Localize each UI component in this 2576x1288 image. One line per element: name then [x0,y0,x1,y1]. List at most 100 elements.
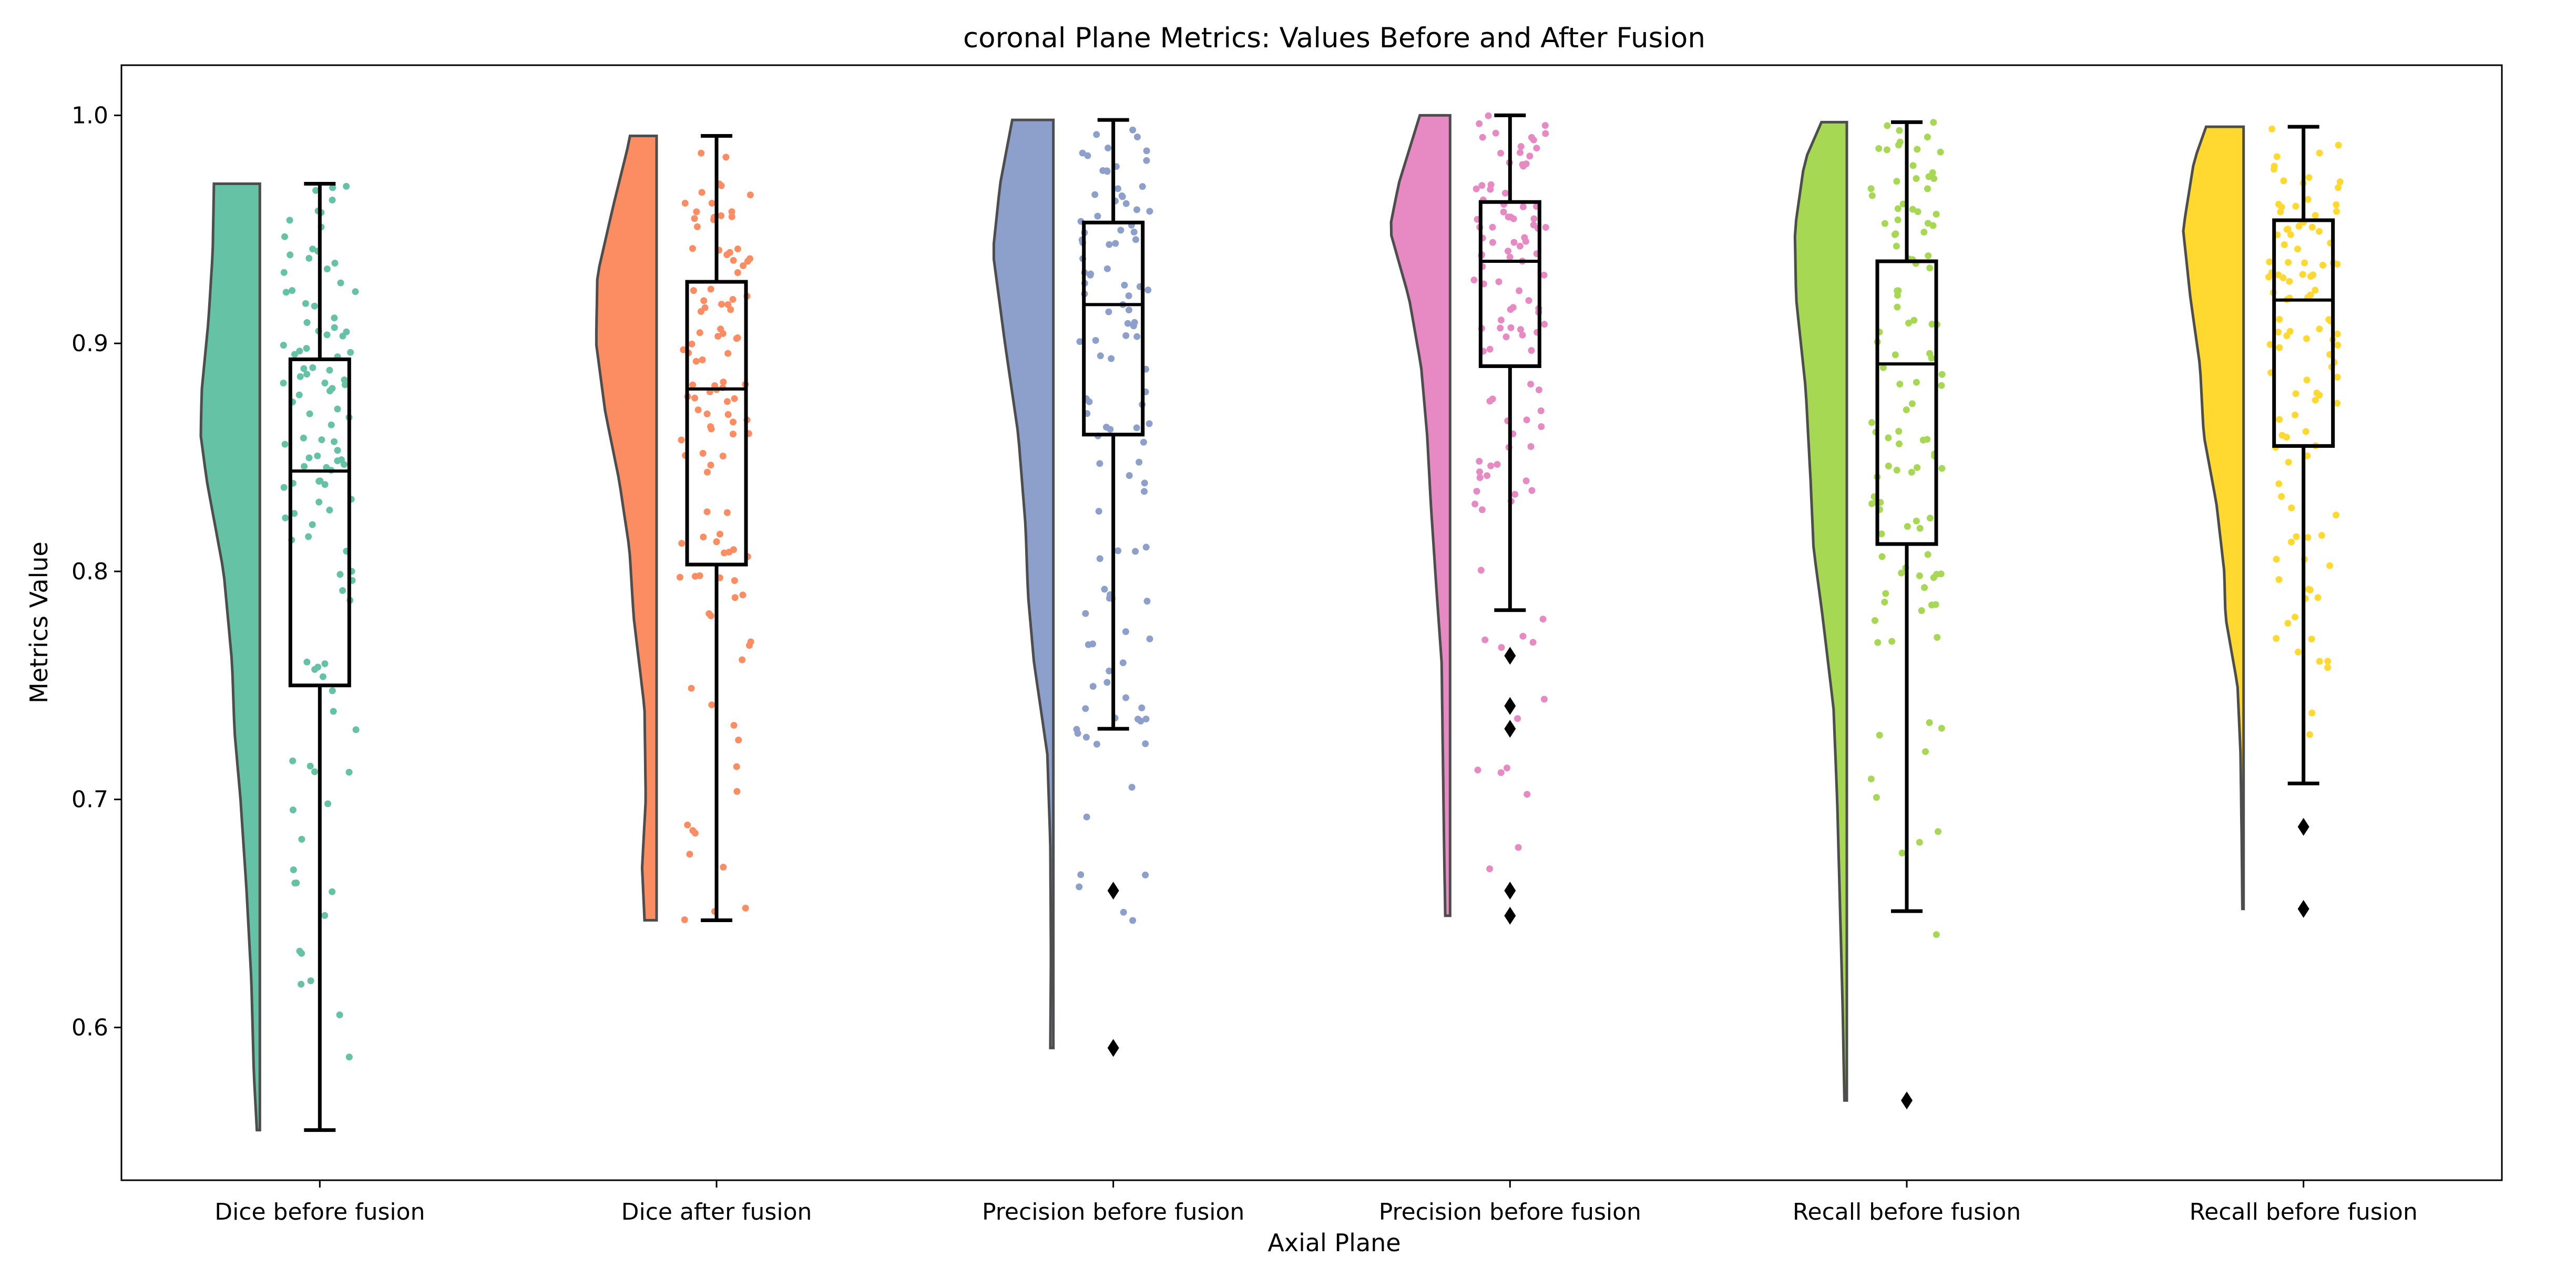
data-point [1527,443,1535,450]
y-tick-label: 0.7 [71,786,108,813]
data-point [1894,303,1901,311]
data-point [1126,472,1133,479]
data-point [2292,202,2299,210]
data-point [693,208,700,216]
data-point [691,573,699,580]
outlier-marker [1504,906,1516,925]
data-point [1896,381,1904,388]
data-point [707,462,714,469]
data-point [2305,174,2313,181]
data-point [289,757,297,764]
data-point [730,722,738,729]
data-point [1497,316,1505,324]
data-point [739,656,746,663]
data-point [331,314,338,322]
data-point [724,411,732,418]
data-point [2293,533,2300,540]
data-point [1515,844,1522,851]
data-point [1118,192,1126,199]
data-point [2302,428,2309,435]
data-point [1542,130,1549,137]
data-point [1507,306,1514,313]
data-point [722,154,730,161]
data-point [2288,504,2295,512]
data-point [707,285,714,293]
data-point [1476,457,1483,465]
data-point [1916,572,1923,579]
data-point [728,208,735,216]
data-point [334,447,341,454]
data-point [2275,576,2283,583]
data-point [703,410,711,417]
data-point [315,498,323,506]
data-point [678,436,685,444]
data-point [1501,189,1509,197]
data-point [1928,321,1936,328]
data-point [693,223,701,230]
data-point [1097,352,1104,360]
points-3 [1470,112,1549,873]
data-point [1541,321,1548,328]
data-point [735,737,742,744]
data-point [1121,281,1128,289]
data-point [2314,594,2322,601]
data-point [717,325,724,333]
data-point [2335,184,2342,191]
data-point [1874,639,1882,646]
data-point [1478,506,1486,514]
data-point [2308,223,2316,231]
data-point [296,347,303,355]
outlier-marker [1107,1039,1119,1057]
data-point [341,376,348,384]
y-tick-label: 0.9 [71,330,108,357]
data-point [1096,555,1103,563]
points-5 [2265,125,2344,738]
data-point [1540,271,1548,279]
data-point [699,449,707,457]
plot-area [199,112,2344,1132]
data-point [706,610,713,617]
data-point [1485,112,1492,119]
data-point [1486,345,1494,353]
data-point [1504,764,1510,772]
data-point [1108,355,1115,362]
data-point [1933,931,1940,938]
data-point [1085,641,1092,648]
data-point [298,980,305,988]
data-point [1092,337,1099,344]
outlier-marker [1504,697,1516,715]
data-point [1506,253,1514,261]
data-point [729,431,737,438]
data-point [1128,784,1136,791]
data-point [1112,240,1119,247]
data-point [1934,633,1941,641]
data-point [708,200,715,207]
data-point [2286,278,2293,285]
data-point [1132,236,1139,243]
data-point [1507,324,1515,331]
data-point [1868,192,1876,199]
data-point [2287,231,2294,238]
data-point [2292,614,2298,621]
data-point [1502,333,1510,341]
violin-4 [1793,120,1848,1102]
data-point [1919,436,1927,444]
data-point [1087,270,1095,278]
data-point [1878,553,1886,560]
data-point [295,391,303,398]
data-point [729,296,737,303]
data-point [331,438,338,445]
data-point [1146,208,1153,215]
data-point [1938,465,1946,472]
data-point [688,684,695,692]
data-point [319,673,326,680]
data-point [1114,185,1121,192]
data-point [1873,794,1880,801]
data-point [1932,601,1939,608]
data-point [1146,635,1153,642]
data-point [307,977,314,985]
data-point [1122,628,1129,635]
data-point [2304,534,2312,541]
data-point [1103,679,1111,686]
